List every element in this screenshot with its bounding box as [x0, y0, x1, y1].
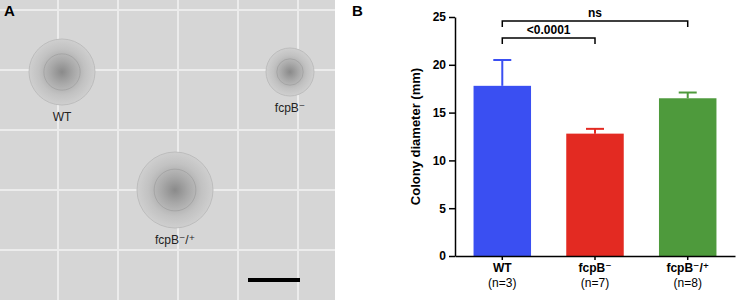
annotations: <0.0001 ns	[502, 6, 687, 44]
x-tick-label-line: (n=7)	[581, 276, 609, 290]
bracket-line	[502, 21, 687, 27]
annotation-text: <0.0001	[527, 23, 571, 37]
x-tick-label-line: (n=3)	[488, 276, 516, 290]
y-tick-label: 20	[433, 58, 447, 72]
colony	[266, 48, 314, 96]
y-axis: 0 5 10 15 20 25	[433, 10, 456, 263]
x-tick: fcpB⁻(n=7)	[579, 256, 612, 290]
plate-grid	[177, 0, 179, 300]
y-tick-label: 10	[433, 154, 447, 168]
y-tick: 5	[439, 202, 455, 216]
panel-a: WT fcpB⁻ fcpB⁻/⁺ A	[0, 0, 335, 300]
colony-ring	[277, 59, 303, 85]
photo-background	[0, 0, 335, 300]
error-bar	[586, 129, 604, 134]
bar	[566, 134, 623, 256]
y-tick: 15	[433, 106, 455, 120]
x-tick-label-line: fcpB⁻	[579, 261, 612, 275]
y-tick-mark	[449, 256, 455, 258]
plate-grid	[237, 0, 239, 300]
y-tick: 0	[439, 249, 455, 263]
x-tick-mark	[687, 256, 689, 260]
y-tick-label: 5	[439, 202, 446, 216]
y-tick: 20	[433, 58, 455, 72]
plate-grid	[297, 0, 299, 300]
error-bar-stem	[501, 60, 503, 86]
y-tick-mark	[449, 17, 455, 19]
x-tick: fcpB⁻/⁺(n=8)	[666, 256, 709, 290]
x-tick-label-line: fcpB⁻/⁺	[666, 261, 709, 275]
figure: WT fcpB⁻ fcpB⁻/⁺ A B 0 5 10 15 20 25 Colony diamete…	[0, 0, 749, 300]
y-tick-label: 15	[433, 106, 447, 120]
plot-marks	[474, 60, 717, 256]
colony-ring	[44, 54, 80, 90]
panel-label: A	[4, 2, 15, 19]
y-axis-line	[455, 18, 457, 257]
x-tick-mark	[594, 256, 596, 260]
x-tick-mark	[502, 256, 504, 260]
colony-label: fcpB⁻/⁺	[155, 233, 195, 247]
annotation-text: ns	[588, 6, 602, 20]
colony	[29, 39, 95, 105]
error-bar-cap	[679, 92, 697, 94]
x-tick-label: fcpB⁻/⁺(n=8)	[666, 261, 709, 290]
plate-grid	[0, 249, 335, 251]
plate-grid	[0, 129, 335, 131]
y-tick-mark	[449, 208, 455, 210]
y-tick-label: 0	[439, 249, 446, 263]
significance-bracket: <0.0001	[502, 23, 595, 44]
y-tick-mark	[449, 160, 455, 162]
colony	[137, 152, 213, 228]
x-tick-label-line: WT	[493, 261, 512, 275]
scale-bar	[248, 278, 300, 282]
panel-label: B	[352, 2, 363, 19]
y-tick-mark	[449, 65, 455, 67]
y-tick-label: 25	[433, 10, 447, 24]
colony-label: WT	[53, 110, 72, 124]
y-tick-mark	[449, 112, 455, 114]
bar	[474, 86, 531, 256]
error-bar	[679, 93, 697, 99]
significance-bracket: ns	[502, 6, 687, 27]
error-bar	[493, 60, 511, 86]
x-tick: WT(n=3)	[488, 256, 516, 290]
error-bar-cap	[586, 128, 604, 130]
y-tick: 25	[433, 10, 455, 24]
x-tick-label: WT(n=3)	[488, 261, 516, 290]
y-axis-title: Colony diameter (mm)	[408, 68, 423, 205]
x-tick-label-line: (n=8)	[674, 276, 702, 290]
plate-grid	[117, 0, 119, 300]
error-bar-cap	[493, 59, 511, 61]
x-axis: WT(n=3) fcpB⁻(n=7) fcpB⁻/⁺(n=8)	[456, 256, 736, 290]
colony-label: fcpB⁻	[275, 101, 305, 115]
plate-grid	[0, 9, 335, 11]
y-tick: 10	[433, 154, 455, 168]
x-tick-label: fcpB⁻(n=7)	[579, 261, 612, 290]
bracket-line	[502, 38, 595, 44]
colony-ring	[154, 169, 196, 211]
bar	[659, 98, 716, 256]
